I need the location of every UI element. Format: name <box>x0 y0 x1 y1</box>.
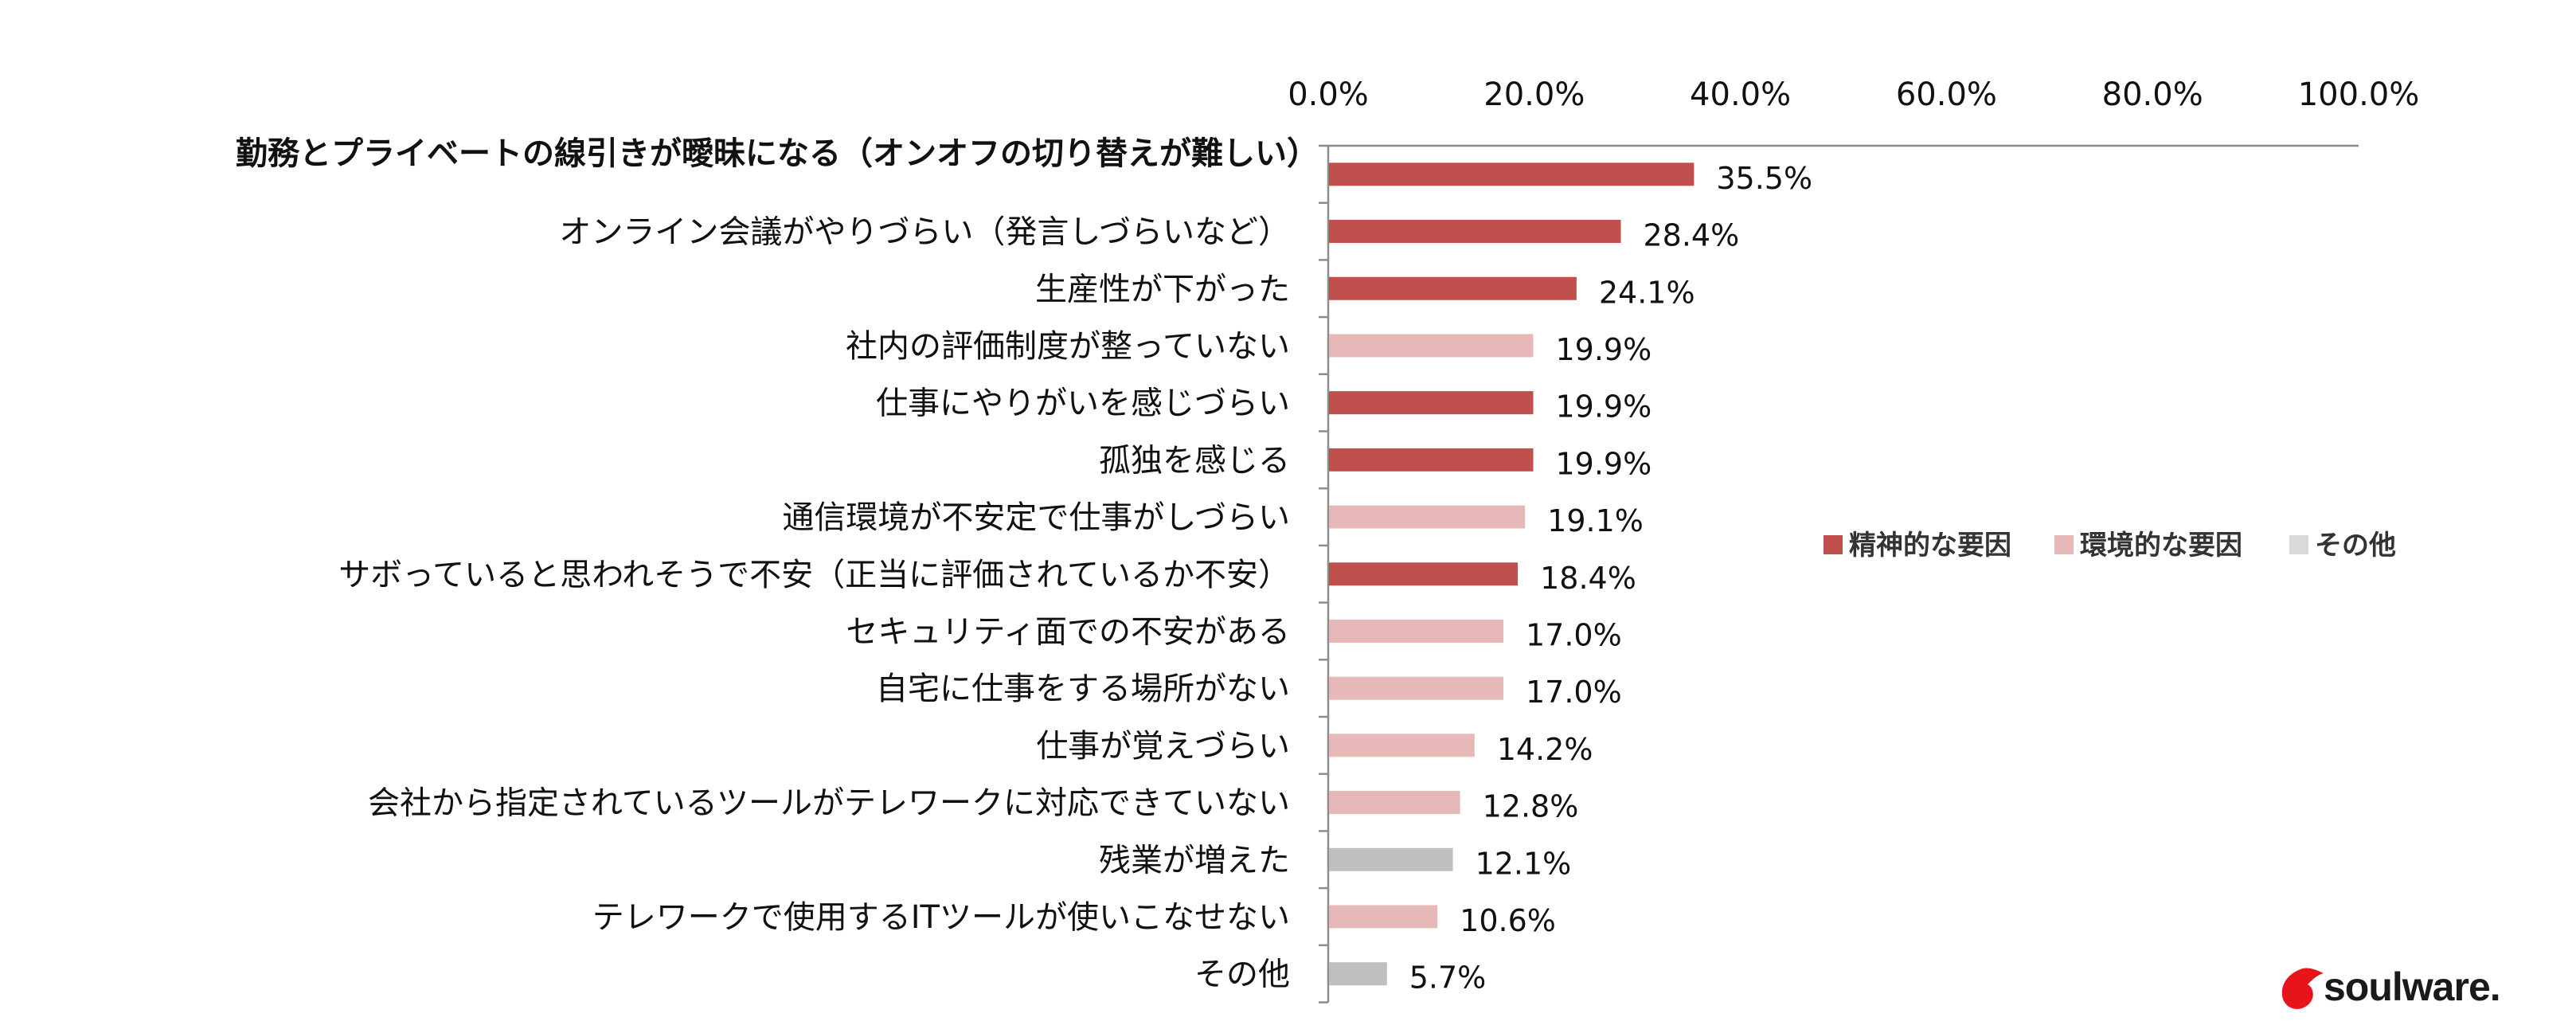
bar <box>1329 962 1387 986</box>
category-labels: 勤務とプライベートの線引きが曖昧になる（オンオフの切り替えが難しい） オンライン会… <box>236 135 1319 993</box>
value-label: 19.9% <box>1556 332 1652 367</box>
bar <box>1329 562 1519 586</box>
bar <box>1329 905 1438 929</box>
value-label: 10.6% <box>1460 903 1556 938</box>
value-label: 5.7% <box>1409 961 1487 996</box>
bar <box>1329 791 1460 815</box>
value-label: 17.0% <box>1526 617 1622 652</box>
legend-swatch <box>2054 535 2074 554</box>
category-label: テレワークで使用するITツールが使いこなせない <box>592 899 1290 936</box>
category-label: 孤独を感じる <box>1099 442 1290 479</box>
bar <box>1329 391 1534 415</box>
value-label: 18.4% <box>1540 561 1636 596</box>
bar <box>1329 847 1453 871</box>
bar <box>1329 505 1526 529</box>
value-label: 12.8% <box>1483 789 1579 824</box>
soulware-logo-icon <box>2281 968 2324 1009</box>
logo-text: soulware. <box>2324 965 2501 1009</box>
bar <box>1329 276 1577 300</box>
value-label: 14.2% <box>1497 732 1593 767</box>
legend-label: 環境的な要因 <box>2080 530 2242 561</box>
category-label: その他 <box>1194 957 1290 993</box>
value-label: 24.1% <box>1599 275 1695 310</box>
bar <box>1329 220 1621 244</box>
bar <box>1329 619 1503 643</box>
x-tick-label: 20.0% <box>1483 76 1585 113</box>
value-label: 19.1% <box>1547 503 1644 538</box>
category-label: 自宅に仕事をする場所がない <box>876 671 1290 707</box>
bar <box>1329 162 1695 186</box>
value-label: 12.1% <box>1476 846 1572 881</box>
x-axis-ticks: 0.0% 20.0% 40.0% 60.0% 80.0% 100.0% <box>1288 76 2419 113</box>
category-label: 仕事が覚えづらい <box>1036 728 1290 765</box>
value-labels: 35.5% 28.4% 24.1% 19.9% 19.9% 19.9% 19.1% 18.4%… <box>1409 161 1812 996</box>
bar <box>1329 734 1475 757</box>
x-tick-label: 60.0% <box>1896 76 1997 113</box>
legend-label: 精神的な要因 <box>1849 530 2011 561</box>
value-label: 19.9% <box>1556 389 1652 425</box>
value-label: 17.0% <box>1526 675 1622 710</box>
category-label: サボっていると思われそうで不安（正当に評価されているか不安） <box>338 557 1290 593</box>
category-label: 通信環境が不安定で仕事がしづらい <box>782 499 1290 536</box>
category-label: オンライン会議がやりづらい（発言しづらいなど） <box>559 214 1290 251</box>
legend: 精神的な要因 環境的な要因 その他 <box>1824 530 2396 561</box>
x-tick-label: 80.0% <box>2102 76 2203 113</box>
bars <box>1329 162 1695 986</box>
category-label: 残業が増えた <box>1099 842 1290 878</box>
legend-label: その他 <box>2315 530 2396 561</box>
category-label: 会社から指定されているツールがテレワークに対応できていない <box>368 785 1290 822</box>
x-tick-label: 0.0% <box>1288 76 1369 113</box>
legend-swatch <box>1824 535 1843 554</box>
bar <box>1329 676 1503 700</box>
bar <box>1329 334 1534 358</box>
value-label: 28.4% <box>1643 218 1739 253</box>
x-tick-label: 100.0% <box>2298 76 2420 113</box>
value-label: 19.9% <box>1556 446 1652 481</box>
category-label: 社内の評価制度が整っていない <box>846 328 1290 365</box>
category-axis <box>1319 144 2359 1004</box>
legend-swatch <box>2289 535 2308 554</box>
x-tick-label: 40.0% <box>1690 76 1791 113</box>
category-label: 生産性が下がった <box>1035 271 1290 307</box>
category-label: 仕事にやりがいを感じづらい <box>876 385 1290 422</box>
value-label: 35.5% <box>1716 161 1812 196</box>
category-label: セキュリティ面での不安がある <box>846 613 1290 650</box>
category-label: 勤務とプライベートの線引きが曖昧になる（オンオフの切り替えが難しい） <box>236 135 1319 172</box>
bar <box>1329 448 1534 472</box>
